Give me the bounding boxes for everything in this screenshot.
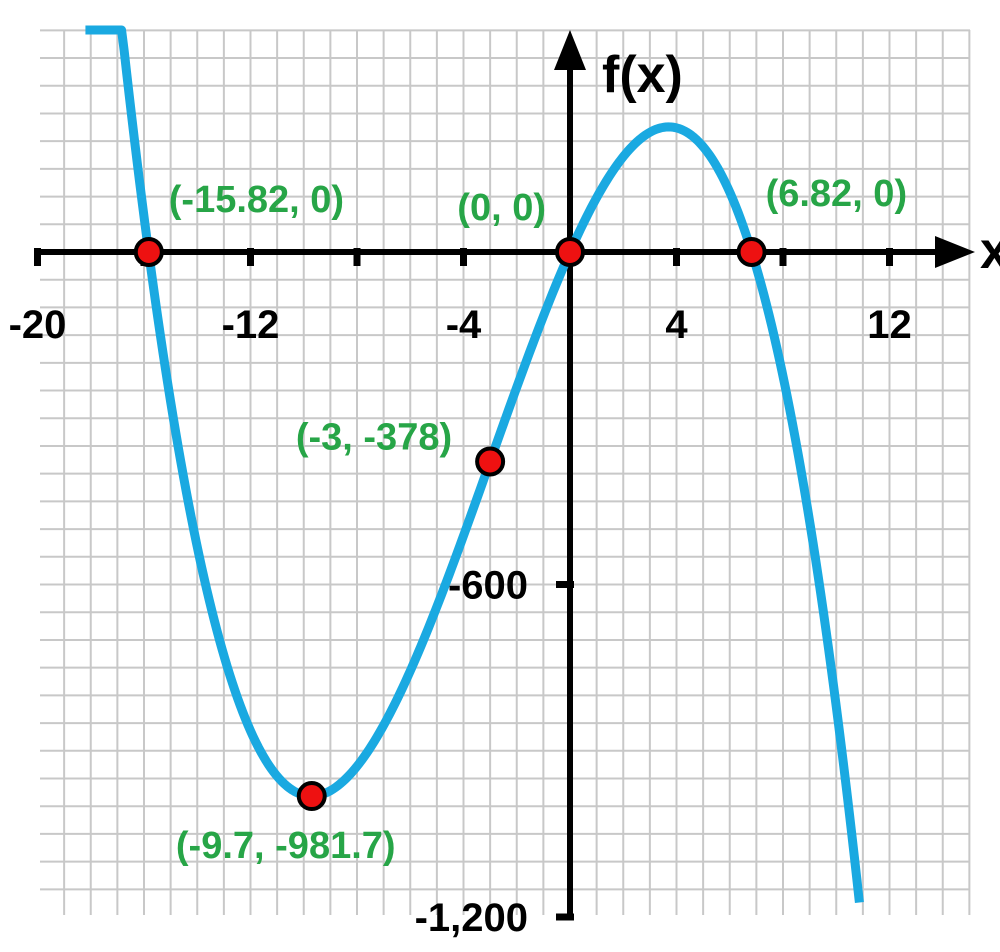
data-point (555, 237, 585, 267)
point-label: (-15.82, 0) (169, 179, 344, 221)
grid (40, 29, 971, 915)
point-label: (-9.7, -981.7) (176, 825, 396, 867)
y-axis-label: f(x) (602, 46, 683, 104)
point-label: (-3, -378) (296, 416, 452, 458)
x-axis-label: x (980, 222, 1000, 280)
data-point (296, 781, 327, 812)
data-point (475, 446, 506, 477)
x-tick-label: 4 (665, 303, 688, 347)
axes (34, 30, 975, 921)
x-tick-label: -4 (446, 303, 482, 347)
x-tick-label: -20 (9, 303, 67, 347)
y-axis-arrow-icon (554, 30, 586, 70)
y-tick-label: -1,200 (415, 896, 528, 940)
data-point (133, 237, 164, 267)
labels-layer: -20 -12 -4 4 12 -600 -1,200 x f(x) (-15.82, 0) (0,… (9, 46, 1000, 940)
point-label: (6.82, 0) (766, 173, 908, 215)
y-tick-label: -600 (448, 564, 528, 608)
x-tick-label: 12 (867, 303, 912, 347)
curve-layer (83, 25, 864, 904)
points-layer (133, 237, 767, 812)
data-point (736, 237, 767, 267)
point-label: (0, 0) (457, 187, 546, 229)
x-tick-label: -12 (222, 303, 280, 347)
series-curve (83, 25, 864, 904)
x-axis-arrow-icon (935, 236, 975, 268)
